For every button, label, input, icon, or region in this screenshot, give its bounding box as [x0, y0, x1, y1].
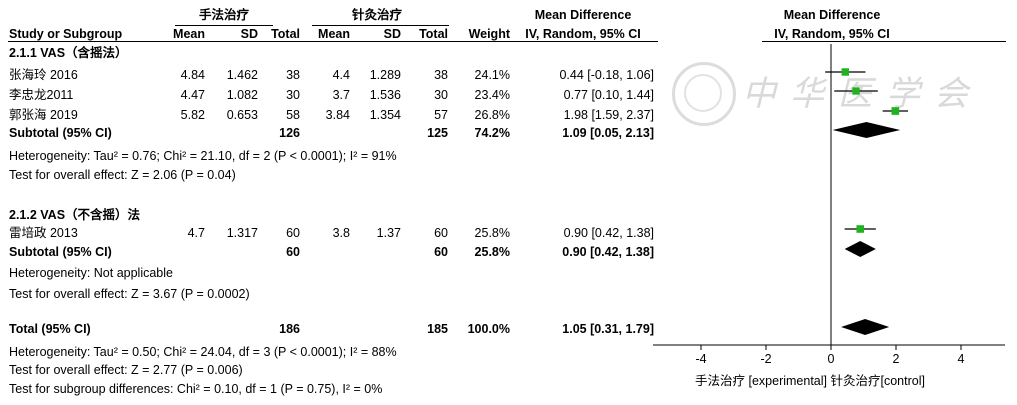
mean-2: 3.84	[325, 108, 350, 122]
sd-1: 1.082	[226, 88, 258, 102]
x-tick-label: 4	[958, 352, 965, 366]
study-name: 郭张海 2019	[9, 108, 78, 122]
subtotal-weight: 74.2%	[474, 126, 510, 140]
study-name: 雷培政 2013	[9, 226, 78, 240]
footer-heterogeneity: Heterogeneity: Tau² = 0.50; Chi² = 24.04…	[9, 345, 397, 359]
total-1: 38	[286, 68, 300, 82]
total-1: 30	[286, 88, 300, 102]
subtotal-weight: 25.8%	[474, 245, 510, 259]
header-total-2: Total	[419, 27, 448, 41]
weight: 23.4%	[474, 88, 510, 102]
total-label: Total (95% CI)	[9, 322, 91, 336]
subtotal-total-1: 126	[279, 126, 300, 140]
header-sd-1: SD	[240, 27, 258, 41]
watermark-seal-icon	[672, 62, 736, 126]
x-tick-label: -2	[760, 352, 771, 366]
sd-2: 1.289	[369, 68, 401, 82]
header-total-1: Total	[271, 27, 300, 41]
group-rule-control	[312, 25, 449, 26]
total-2: 60	[434, 226, 448, 240]
subtotal-total-2: 125	[427, 126, 448, 140]
sd-2: 1.536	[369, 88, 401, 102]
total-weight: 100.0%	[467, 322, 510, 336]
subtotal-total-2: 60	[434, 245, 448, 259]
total-2: 30	[434, 88, 448, 102]
total-total-2: 185	[427, 322, 448, 336]
subtotal-label: Subtotal (95% CI)	[9, 245, 112, 259]
sd-1: 1.462	[226, 68, 258, 82]
mean-2: 3.8	[332, 226, 350, 240]
study-point	[852, 87, 860, 95]
total-total-1: 186	[279, 322, 300, 336]
pooled-diamond	[841, 319, 890, 335]
subtotal-ci: 0.90 [0.42, 1.38]	[562, 245, 654, 259]
x-tick-label: 2	[893, 352, 900, 366]
pooled-diamond	[844, 241, 876, 257]
weight: 25.8%	[474, 226, 510, 240]
mean-2: 4.4	[332, 68, 350, 82]
header-group-control: 针灸治疗	[351, 8, 402, 22]
total-1: 60	[286, 226, 300, 240]
effect-ci: 0.77 [0.10, 1.44]	[563, 88, 654, 102]
header-group-experimental: 手法治疗	[198, 8, 249, 22]
footer-overall-effect: Test for overall effect: Z = 2.77 (P = 0…	[9, 363, 243, 377]
sd-1: 1.317	[226, 226, 258, 240]
study-point	[891, 107, 900, 115]
header-rule-plot	[762, 41, 1006, 42]
effect-ci: 0.44 [-0.18, 1.06]	[559, 68, 654, 82]
header-rule-table	[8, 41, 658, 42]
header-study: Study or Subgroup	[9, 27, 123, 41]
x-tick-label: 0	[828, 352, 835, 366]
effect-ci: 1.98 [1.59, 2.37]	[563, 108, 654, 122]
study-name: 李忠龙2011	[9, 88, 74, 102]
total-ci: 1.05 [0.31, 1.79]	[562, 322, 654, 336]
sd-2: 1.354	[369, 108, 401, 122]
subtotal-ci: 1.09 [0.05, 2.13]	[562, 126, 654, 140]
mean-1: 4.84	[180, 68, 205, 82]
study-point	[841, 68, 850, 76]
heterogeneity-text: Heterogeneity: Not applicable	[9, 266, 173, 280]
subtotal-total-1: 60	[286, 245, 300, 259]
plot-header-title: Mean Difference	[783, 8, 881, 22]
mean-1: 4.7	[187, 226, 205, 240]
total-1: 58	[286, 108, 300, 122]
footer-subgroup-differences: Test for subgroup differences: Chi² = 0.…	[9, 382, 383, 396]
weight: 26.8%	[474, 108, 510, 122]
sd-2: 1.37	[376, 226, 401, 240]
group-rule-experimental	[175, 25, 273, 26]
subtotal-label: Subtotal (95% CI)	[9, 126, 112, 140]
total-2: 38	[434, 68, 448, 82]
pooled-diamond	[832, 122, 901, 138]
total-2: 57	[434, 108, 448, 122]
axis-caption: 手法治疗 [experimental] 针灸治疗[control]	[695, 374, 925, 388]
subgroup-1-title: 2.1.1 VAS（含摇法）	[9, 46, 128, 60]
mean-2: 3.7	[332, 88, 350, 102]
header-mean-difference: Mean Difference	[534, 8, 632, 22]
header-weight: Weight	[468, 27, 510, 41]
heterogeneity-text: Heterogeneity: Tau² = 0.76; Chi² = 21.10…	[9, 149, 397, 163]
weight: 24.1%	[474, 68, 510, 82]
x-tick-label: -4	[695, 352, 706, 366]
effect-ci: 0.90 [0.42, 1.38]	[563, 226, 654, 240]
plot-header-method: IV, Random, 95% CI	[774, 27, 890, 41]
mean-1: 4.47	[180, 88, 205, 102]
study-name: 张海玲 2016	[9, 68, 78, 82]
overall-effect-text: Test for overall effect: Z = 2.06 (P = 0…	[9, 168, 236, 182]
sd-1: 0.653	[226, 108, 258, 122]
overall-effect-text: Test for overall effect: Z = 3.67 (P = 0…	[9, 287, 250, 301]
study-point	[856, 225, 865, 233]
mean-1: 5.82	[180, 108, 205, 122]
header-mean-2: Mean	[318, 27, 350, 41]
header-sd-2: SD	[383, 27, 401, 41]
header-mean-1: Mean	[173, 27, 205, 41]
header-md-method: IV, Random, 95% CI	[525, 27, 641, 41]
subgroup-2-title: 2.1.2 VAS（不含摇）法	[9, 208, 141, 222]
